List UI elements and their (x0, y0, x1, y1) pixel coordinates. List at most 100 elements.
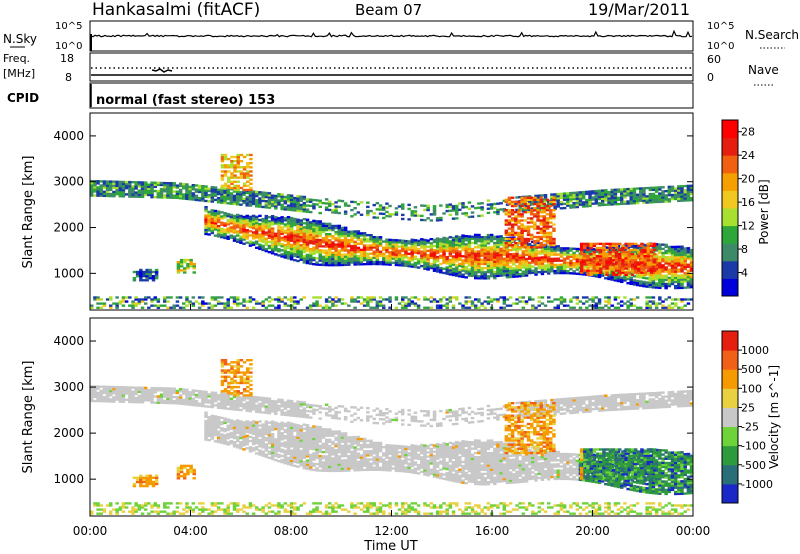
power-cell (350, 300, 354, 303)
power-cell (299, 231, 303, 235)
power-cell (540, 248, 545, 251)
power-cell (451, 263, 456, 266)
power-cell (467, 264, 472, 267)
power-cell (502, 251, 507, 254)
power-cell (435, 306, 440, 309)
power-cell (502, 208, 507, 211)
power-cell (213, 211, 218, 215)
power-cell (318, 263, 322, 266)
power-cell (210, 215, 215, 218)
power-cell (286, 226, 291, 229)
power-cell (204, 187, 208, 190)
power-cell (633, 263, 638, 266)
power-cell (264, 298, 269, 301)
power-cell (239, 166, 244, 169)
power-cell (429, 264, 434, 268)
power-cell (594, 194, 599, 197)
power-cell (439, 306, 443, 309)
power-cell (642, 266, 646, 269)
power-cell (654, 276, 659, 279)
power-cell (536, 225, 540, 228)
power-cell (670, 187, 675, 190)
velocity-cell (93, 387, 97, 390)
power-cell (613, 262, 618, 266)
power-cell (651, 275, 656, 279)
power-cell (239, 160, 244, 163)
power-cell (467, 243, 472, 246)
power-cell (559, 255, 564, 258)
power-cell (353, 251, 357, 254)
power-cell (216, 220, 221, 224)
power-cell (309, 227, 313, 230)
power-cell (140, 191, 145, 194)
power-cell (643, 246, 647, 250)
power-cell (246, 172, 250, 175)
velocity-cell (140, 506, 145, 509)
power-cell (533, 213, 537, 216)
power-cell (579, 253, 584, 256)
power-cell (520, 237, 524, 241)
power-cell (493, 266, 497, 269)
power-cell (324, 241, 329, 244)
velocity-cell (140, 504, 145, 507)
power-cell (540, 260, 545, 263)
power-cell (99, 184, 103, 187)
power-cell (670, 256, 675, 259)
power-cell (677, 185, 681, 188)
power-cell (318, 238, 322, 242)
power-cell (445, 249, 449, 253)
power-cell (575, 256, 580, 259)
power-cell (630, 269, 635, 272)
power-cell (439, 238, 443, 241)
power-cell (470, 252, 475, 255)
power-cell (236, 215, 240, 219)
freq-frame (89, 52, 694, 82)
power-cell (528, 209, 532, 212)
power-cell (413, 247, 418, 250)
power-cell (388, 242, 392, 246)
velocity-cell (197, 390, 202, 393)
power-cell (515, 202, 519, 205)
power-cell (552, 200, 556, 204)
power-cell (566, 247, 570, 250)
power-cell (674, 268, 678, 271)
power-cell (530, 209, 534, 212)
power-cell (579, 244, 584, 248)
velocity-cell (159, 401, 164, 404)
power-cell (572, 266, 576, 269)
power-cell (350, 255, 354, 258)
power-cell (451, 267, 456, 271)
power-cell (470, 262, 475, 265)
power-cell (601, 197, 605, 200)
power-cell (277, 201, 281, 204)
power-cell (356, 211, 361, 214)
velocity-cell (118, 508, 123, 511)
power-cell (689, 199, 694, 202)
power-cell (220, 221, 224, 224)
power-cell (385, 255, 389, 258)
power-cell (258, 227, 262, 230)
velocity-cell (169, 397, 173, 401)
power-cell (477, 260, 481, 263)
power-cell (591, 202, 595, 205)
power-cell (539, 231, 543, 235)
power-cell (607, 306, 611, 309)
power-cell (654, 186, 659, 189)
velocity-cell (172, 399, 176, 403)
power-cell (178, 192, 183, 196)
velocity-cell (96, 502, 100, 505)
power-cell (533, 239, 537, 243)
power-cell (137, 189, 142, 192)
power-cell (559, 192, 564, 196)
power-cell (486, 256, 491, 259)
power-cell (637, 253, 641, 256)
power-cell (312, 252, 316, 256)
power-cell (267, 216, 272, 219)
velocity-cell (201, 508, 205, 511)
power-cell (305, 306, 310, 309)
power-cell (350, 251, 354, 254)
power-cell (286, 194, 291, 197)
power-cell (502, 249, 507, 252)
power-ylabel: Slant Range [km] (21, 156, 36, 269)
power-cell (216, 212, 221, 215)
